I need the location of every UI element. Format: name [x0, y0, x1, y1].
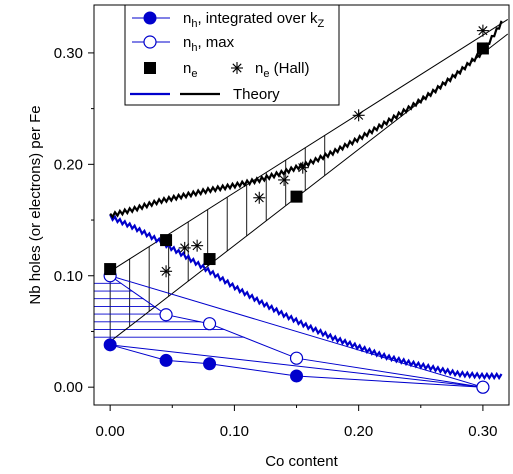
- legend-label-3: ne: [183, 60, 197, 80]
- data-point-series-4: [178, 241, 191, 254]
- x-tick-label: 0.20: [344, 423, 373, 440]
- y-axis: 0.00 0.10 0.20 0.30: [54, 45, 94, 396]
- x-axis: 0.00 0.10 0.20 0.30: [96, 405, 498, 440]
- guide-line: [110, 344, 483, 388]
- data-point-series-4: [476, 24, 489, 37]
- theory-electrons-line: [109, 20, 503, 219]
- legend-marker-3: [144, 62, 156, 74]
- data-markers: [103, 24, 490, 394]
- x-tick-label: 0.30: [468, 423, 497, 440]
- data-point-series-4: [191, 239, 204, 252]
- data-point-series-3: [290, 190, 303, 203]
- data-point-series-3: [203, 253, 216, 266]
- data-point-series-2: [476, 380, 490, 394]
- data-point-series-1: [159, 353, 173, 367]
- data-point-series-4: [160, 265, 173, 278]
- legend-marker-4: [231, 62, 243, 74]
- data-point-series-2: [159, 308, 173, 322]
- theory-holes-line: [109, 214, 503, 381]
- x-tick-label: 0.00: [96, 423, 125, 440]
- data-point-series-3: [476, 42, 489, 55]
- hatch-layer: [94, 135, 326, 342]
- legend-marker-2: [143, 35, 157, 49]
- legend-box: [124, 4, 340, 106]
- x-axis-title: Co content: [265, 453, 338, 470]
- legend-label-1: nh, integrated over kZ: [183, 10, 325, 30]
- legend: nh, integrated over kZ nh, max ne ne (Hall)…: [124, 4, 340, 106]
- legend-label-2: nh, max: [183, 34, 235, 54]
- data-point-series-3: [104, 263, 117, 276]
- legend-marker-1: [143, 11, 157, 25]
- data-point-series-4: [278, 173, 291, 186]
- data-point-series-4: [296, 161, 309, 174]
- data-point-series-4: [352, 109, 365, 122]
- data-point-series-3: [160, 234, 173, 247]
- data-point-series-4: [253, 191, 266, 204]
- y-axis-title: Nb holes (or electrons) per Fe: [27, 105, 44, 304]
- y-tick-label: 0.10: [54, 268, 83, 285]
- legend-label-4: ne (Hall): [255, 60, 309, 80]
- data-point-series-2: [202, 317, 217, 331]
- y-tick-label: 0.20: [54, 156, 83, 173]
- data-point-series-1: [103, 338, 117, 352]
- data-point-series-1: [203, 357, 217, 371]
- legend-label-theory: Theory: [233, 86, 280, 103]
- data-point-series-1: [290, 369, 304, 383]
- y-tick-label: 0.30: [54, 45, 83, 62]
- guide-line: [109, 19, 509, 272]
- x-tick-label: 0.10: [220, 423, 249, 440]
- y-tick-label: 0.00: [54, 379, 83, 396]
- data-point-series-2: [289, 351, 304, 365]
- theory-lines: [109, 20, 503, 381]
